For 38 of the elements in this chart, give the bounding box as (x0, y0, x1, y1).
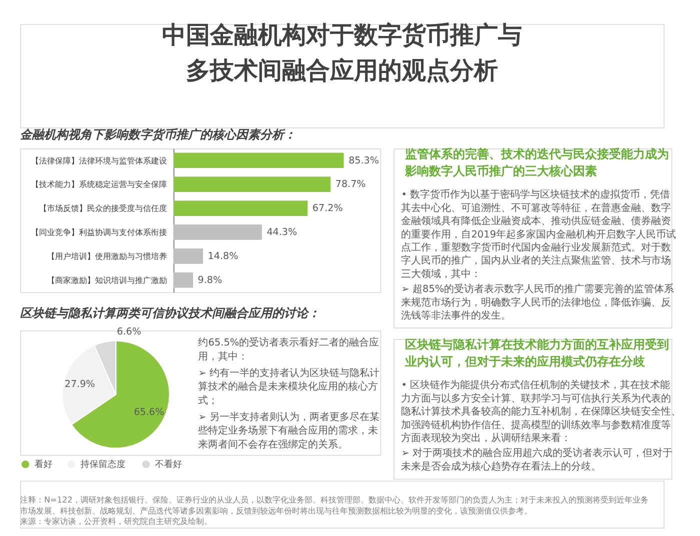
bar (173, 272, 194, 288)
bar (173, 224, 262, 240)
bar (173, 200, 308, 216)
y-tick-label: 【商家激励】知识培训与推广激励 (47, 274, 168, 285)
chart-subtitle: 金融机构视角下影响数字货币推广的核心因素分析： (20, 127, 296, 142)
text: ➢ 对于两项技术的融合应用超六成的受访者表示认可，但对于未来是否会成为核心趋势存在看法上的分歧。 (401, 447, 673, 472)
data-label: 27.9% (64, 378, 95, 390)
chart-title: 区块链与隐私计算两类可信协议技术间融合应用的讨论： (20, 306, 320, 320)
text: 约65.5%的受访者表示看好二者的融合应用，其中： (198, 336, 380, 362)
text: 区块链与隐私计算在技术能力方面的互补应用受到业内认可，但对于未来的应用模式仍存在分歧 (404, 338, 670, 369)
source-note: 来源：专家访谈，公开资料，研究院自主研究及绘制。 (20, 516, 212, 526)
bar (173, 152, 344, 168)
legend-label: 不看好 (155, 459, 182, 470)
y-tick-label: 【用户培训】使用激励与习惯培养 (47, 251, 168, 262)
text: ➢ 另一半支持者则认为，两者更多尽在某些特定业务场景下有融合应用的需求，未来两者间不会存在强绑定的关系。 (198, 410, 380, 450)
text: • 区块链作为能提供分布式信任机制的关键技术，其在技术能力方面与以多方安全计算、联邦学习与可信执行关系为代表的隐私计算技术具备较高的能力互补机制，在保障区块链安全性、加强跨链机构协作信任、提高模型的训练效率与参数精准度等方面表现较为突出，从调研结果来看： (401, 379, 682, 444)
data-label: 67.2% (312, 203, 343, 214)
data-label: 85.3% (348, 155, 379, 166)
text: ➢ 超85%的受访者表示数字人民币的推广需要完善的监管体系来规范市场行为，明确数字人民币的法律地位，降低诈骗、反洗钱等非法事件的发生。 (401, 283, 674, 322)
text: 监管体系的完善、技术的迭代与民众接受能力成为影响数字人民币推广的三大核心因素 (404, 147, 670, 178)
data-label: 6.6% (116, 326, 142, 338)
y-tick-label: 【市场反馈】民众的接受度与信任度 (39, 203, 168, 214)
y-tick-label: 【同业竞争】利益协调与支付体系衔接 (31, 227, 168, 238)
data-label: 14.8% (208, 251, 238, 262)
data-label: 44.3% (266, 227, 298, 238)
data-label: 65.6% (134, 407, 164, 418)
data-label: 78.7% (335, 179, 366, 190)
y-tick-label: 【法律保障】法律环境与监管体系建设 (31, 155, 168, 166)
legend-label: 持保留态度 (80, 459, 126, 470)
chart-title: 中国金融机构对于数字货币推广与多技术间融合应用的观点分析 (162, 21, 522, 85)
bar (173, 248, 203, 264)
text: 注释：N=122，调研对象包括银行、保险、证券行业的从业人员，以数字化业务部、科技管理部、数据中心、软件开发等部门的负责人为主；对于未来投入的预测将受到近年业务市场发展、科技创新、战略规划、产品迭代等诸多因素影响，反馈到较远年份时将出现与往年预测数据相比较为明显的变化，该预测值仅供参考。 (20, 494, 649, 516)
y-tick-label: 【技术能力】系统稳定运营与安全保障 (31, 179, 168, 190)
text: • 数字货币作为以基于密码学与区块链技术的虚拟货币，凭借其去中心化、可追溯性、不可篡改等特征，在普惠金融、数字金融领域具有降低企业融资成本、推动供应链金融、债券融资的重要作用，自2019年起多家国内金融机构开启数字人民币试点工作，重塑数字货币时代国内金融行业发展新范式。对于数字人民币的推广，国内从业者的关注点聚焦监管、技术与市场三大领域，其中： (401, 188, 676, 280)
legend-label: 看好 (34, 459, 52, 470)
data-label: 9.8% (198, 274, 222, 286)
text: ➢ 约有一半的支持者认为区块链与隐私计算技术的融合是未来模块化应用的核心方式； (198, 366, 380, 406)
bar (173, 176, 331, 192)
